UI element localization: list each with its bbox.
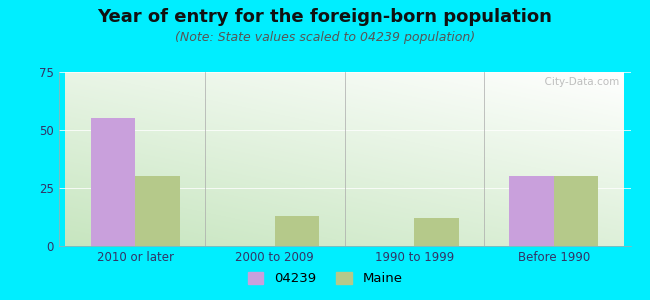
Bar — [275, 216, 319, 246]
Bar — [90, 118, 135, 246]
Bar — [509, 176, 554, 246]
Text: (Note: State values scaled to 04239 population): (Note: State values scaled to 04239 popu… — [175, 32, 475, 44]
Bar — [414, 218, 459, 246]
Legend: 04239, Maine: 04239, Maine — [242, 266, 408, 290]
Text: Year of entry for the foreign-born population: Year of entry for the foreign-born popul… — [98, 8, 552, 26]
Bar — [135, 176, 180, 246]
Bar — [554, 176, 599, 246]
Text: City-Data.com: City-Data.com — [538, 77, 619, 87]
